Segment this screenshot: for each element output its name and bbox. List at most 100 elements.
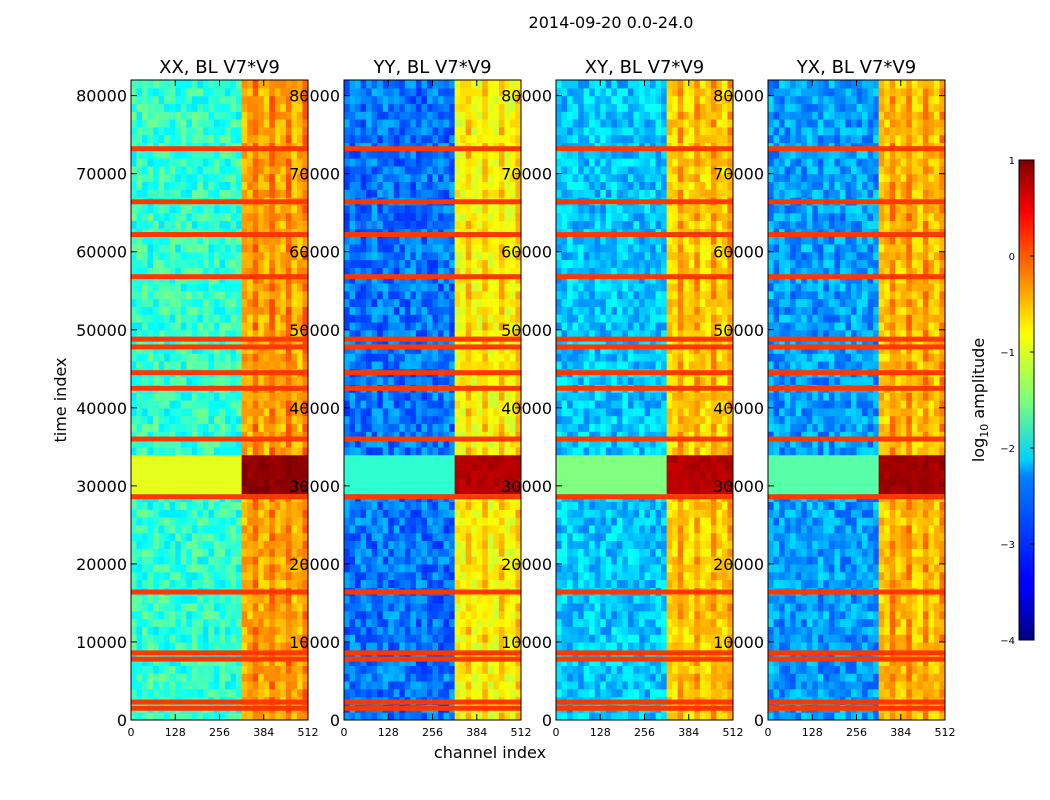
heatmap-cell <box>432 306 439 315</box>
heatmap-cell <box>443 509 450 518</box>
heatmap-cell <box>366 392 373 401</box>
heatmap-cell <box>515 595 521 604</box>
heatmap-cell <box>410 275 417 284</box>
heatmap-cell <box>449 306 456 315</box>
heatmap-cell <box>236 181 243 190</box>
heatmap-cell <box>344 236 351 245</box>
heatmap-cell <box>410 665 417 674</box>
heatmap-cell <box>230 329 237 339</box>
heatmap-cell <box>208 321 215 331</box>
heatmap-cell <box>280 321 287 331</box>
heatmap-cell <box>476 610 483 620</box>
heatmap-cell <box>415 236 423 245</box>
heatmap-cell <box>377 618 384 627</box>
heatmap-cell <box>438 165 445 175</box>
heatmap-cell <box>498 400 506 409</box>
heatmap-cell <box>465 548 472 557</box>
heatmap-cell <box>377 189 384 198</box>
heatmap-cell <box>302 556 308 565</box>
heatmap-cell <box>180 111 187 120</box>
heatmap-cell <box>482 680 489 690</box>
heatmap-cell <box>269 259 276 268</box>
heatmap-cell <box>291 446 298 456</box>
heatmap-cell <box>241 119 248 128</box>
heatmap-cell <box>454 641 461 651</box>
heatmap-cell <box>225 314 232 323</box>
heatmap-cell <box>465 454 472 464</box>
heatmap-cell <box>460 618 467 627</box>
heatmap-cell <box>213 259 221 268</box>
heatmap-cell <box>263 314 270 323</box>
heatmap-cell <box>180 275 187 284</box>
heatmap-cell <box>169 126 176 136</box>
heatmap-cell <box>225 626 232 635</box>
heatmap-cell <box>175 540 182 549</box>
heatmap-cell <box>191 602 198 612</box>
heatmap-cell <box>487 400 494 409</box>
heatmap-cell <box>509 712 517 720</box>
heatmap-cell <box>213 602 221 612</box>
heatmap-cell <box>471 204 478 214</box>
heatmap-cell <box>158 556 165 565</box>
heatmap-cell <box>169 688 176 698</box>
heatmap-cell <box>208 595 215 604</box>
heatmap-cell <box>219 212 226 222</box>
heatmap-cell <box>236 610 243 620</box>
heatmap-cell <box>382 400 389 409</box>
heatmap-cell <box>296 571 304 581</box>
heatmap-cell <box>482 634 489 643</box>
heatmap-cell <box>388 353 395 362</box>
heatmap-cell <box>280 454 287 464</box>
heatmap-cell <box>471 220 478 229</box>
heatmap-cell <box>493 220 500 229</box>
heatmap-cell <box>460 360 467 370</box>
heatmap-cell <box>344 158 351 167</box>
heatmap-cell <box>515 415 521 425</box>
heatmap-cell <box>393 376 400 385</box>
heatmap-cell <box>404 251 411 261</box>
heatmap-cell <box>136 158 143 167</box>
heatmap-cell <box>180 610 187 620</box>
heatmap-cell <box>349 236 356 245</box>
heatmap-cell <box>509 454 517 464</box>
heatmap-cell <box>355 337 362 346</box>
heatmap-cell <box>438 595 445 604</box>
heatmap-cell <box>465 306 472 315</box>
heatmap-cell <box>291 400 298 409</box>
heatmap-cell <box>399 204 406 214</box>
heatmap-cell <box>504 462 511 471</box>
heatmap-cell <box>482 275 489 284</box>
heatmap-cell <box>241 712 248 720</box>
heatmap-cell <box>388 306 395 315</box>
heatmap-cell <box>465 282 472 292</box>
heatmap-cell <box>197 321 204 331</box>
heatmap-cell <box>158 548 165 557</box>
heatmap-cell <box>515 618 521 627</box>
heatmap-cell <box>421 563 428 573</box>
heatmap-cell <box>269 446 276 456</box>
heatmap-cell <box>169 485 176 495</box>
heatmap-cell <box>471 158 478 167</box>
heatmap-cell <box>280 80 287 89</box>
heatmap-cell <box>509 181 517 190</box>
heatmap-cell <box>252 446 259 456</box>
heatmap-cell <box>487 243 494 253</box>
heatmap-cell <box>465 634 472 643</box>
heatmap-cell <box>202 446 210 456</box>
heatmap-cell <box>225 134 232 144</box>
heatmap-cell <box>454 204 461 214</box>
heatmap-cell <box>371 571 378 581</box>
heatmap-cell <box>355 665 362 674</box>
heatmap-cell <box>136 610 143 620</box>
heatmap-cell <box>471 673 478 682</box>
heatmap-cell <box>443 439 450 448</box>
heatmap-cell <box>274 243 281 253</box>
heatmap-cell <box>285 665 293 674</box>
heatmap-cell <box>280 259 287 268</box>
heatmap-cell <box>269 524 276 534</box>
heatmap-cell <box>291 103 298 112</box>
heatmap-cell <box>482 626 489 635</box>
heatmap-cell <box>360 329 367 339</box>
heatmap-cell <box>377 243 384 253</box>
heatmap-cell <box>438 485 445 495</box>
